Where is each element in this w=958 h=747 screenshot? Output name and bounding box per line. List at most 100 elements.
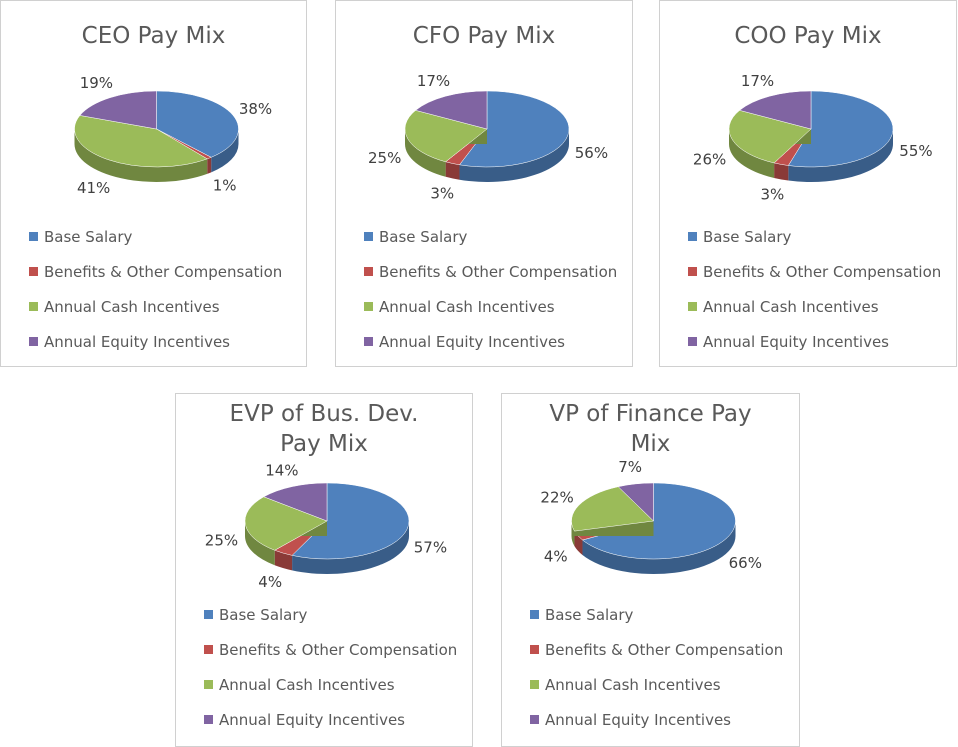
- legend-label: Benefits & Other Compensation: [379, 262, 618, 281]
- legend-item: Annual Cash Incentives: [688, 289, 941, 324]
- data-label: 55%: [899, 142, 932, 160]
- legend-label: Annual Cash Incentives: [379, 297, 555, 316]
- legend-swatch: [364, 267, 373, 276]
- pie-chart: 55% 3% 26% 17%: [693, 72, 933, 204]
- chart-title: CFO Pay Mix: [412, 23, 556, 49]
- pie-slice: [415, 90, 488, 130]
- slice-top: [459, 90, 570, 168]
- legend-label: Annual Equity Incentives: [44, 332, 230, 351]
- legend-swatch: [530, 645, 539, 654]
- legend-item: Base Salary: [364, 219, 617, 254]
- data-label: 7%: [618, 458, 642, 476]
- legend-swatch: [364, 337, 373, 346]
- legend-item: Annual Equity Incentives: [688, 324, 941, 359]
- data-label: 19%: [80, 74, 113, 92]
- legend-label: Annual Cash Incentives: [44, 297, 220, 316]
- legend-label: Annual Equity Incentives: [219, 710, 405, 729]
- legend-label: Base Salary: [219, 605, 308, 624]
- legend-swatch: [29, 337, 38, 346]
- legend-swatch: [204, 645, 213, 654]
- slice-top: [74, 115, 208, 168]
- pie-slice: [581, 482, 736, 574]
- legend-swatch: [530, 610, 539, 619]
- pie-chart: 56% 3% 25% 17%: [368, 72, 608, 202]
- data-label: 57%: [414, 538, 447, 556]
- slice-side: [574, 531, 583, 555]
- legend-label: Annual Cash Incentives: [219, 675, 395, 694]
- legend-swatch: [29, 267, 38, 276]
- pie-slice: [571, 486, 655, 547]
- legend-item: Benefits & Other Compensation: [688, 254, 941, 289]
- slice-top: [415, 90, 488, 130]
- legend-item: Annual Equity Incentives: [364, 324, 617, 359]
- pie-slice: [728, 110, 812, 178]
- slice-top: [291, 482, 410, 560]
- legend-label: Base Salary: [545, 605, 634, 624]
- legend-label: Benefits & Other Compensation: [219, 640, 458, 659]
- slice-top: [263, 482, 328, 522]
- legend-swatch: [364, 232, 373, 241]
- data-label: 1%: [213, 177, 237, 195]
- slice-side: [774, 162, 789, 181]
- data-label: 4%: [258, 573, 282, 591]
- slice-side: [274, 550, 293, 571]
- legend-label: Benefits & Other Compensation: [703, 262, 942, 281]
- legend-item: Base Salary: [688, 219, 941, 254]
- data-label: 3%: [760, 186, 784, 204]
- legend-swatch: [688, 337, 697, 346]
- slice-top: [156, 90, 239, 158]
- legend: Base Salary Benefits & Other Compensation…: [530, 597, 783, 737]
- slice-side: [445, 161, 460, 180]
- slice-top: [79, 90, 157, 130]
- slice-side: [207, 157, 212, 174]
- legend: Base Salary Benefits & Other Compensation…: [364, 219, 617, 359]
- data-label: 56%: [575, 144, 608, 162]
- legend-swatch: [688, 232, 697, 241]
- data-label: 25%: [368, 149, 401, 167]
- chart-panel: VP of Finance Pay Mix 66% 4% 22% 7% Base Sala…: [501, 393, 800, 747]
- legend-swatch: [204, 715, 213, 724]
- slice-top: [739, 90, 812, 130]
- data-label: 17%: [741, 72, 774, 90]
- legend-swatch: [204, 680, 213, 689]
- data-label: 66%: [729, 554, 762, 572]
- legend-item: Annual Equity Incentives: [530, 702, 783, 737]
- pie-slice: [156, 90, 239, 173]
- slice-top: [571, 486, 655, 532]
- chart-panel: EVP of Bus. Dev. Pay Mix 57% 4% 25% 14% Base …: [175, 393, 473, 747]
- legend-item: Annual Cash Incentives: [204, 667, 457, 702]
- legend-item: Benefits & Other Compensation: [204, 632, 457, 667]
- chart-title: EVP of Bus. Dev. Pay Mix: [229, 401, 419, 457]
- legend-label: Base Salary: [379, 227, 468, 246]
- legend-swatch: [688, 267, 697, 276]
- pie-slice: [79, 90, 157, 130]
- data-label: 14%: [265, 462, 298, 480]
- legend-swatch: [204, 610, 213, 619]
- slice-side: [211, 129, 239, 173]
- legend-item: Annual Equity Incentives: [204, 702, 457, 737]
- legend-item: Annual Equity Incentives: [29, 324, 282, 359]
- legend-item: Benefits & Other Compensation: [530, 632, 783, 667]
- chart-panel: COO Pay Mix 55% 3% 26% 17% Base Salary Benefit…: [659, 0, 957, 367]
- legend-item: Base Salary: [204, 597, 457, 632]
- pie-chart: 66% 4% 22% 7%: [540, 458, 762, 574]
- legend-swatch: [29, 302, 38, 311]
- data-label: 22%: [540, 489, 573, 507]
- slice-side: [582, 521, 736, 574]
- chart-panel: CEO Pay Mix 38% 1% 41% 19% Base Salary Benefit…: [0, 0, 307, 367]
- legend-item: Base Salary: [530, 597, 783, 632]
- legend-swatch: [688, 302, 697, 311]
- pie-slice: [404, 110, 488, 177]
- legend-swatch: [29, 232, 38, 241]
- slice-side: [788, 129, 893, 182]
- slice-side: [405, 129, 446, 177]
- slice-top: [787, 90, 894, 168]
- slice-side: [459, 129, 569, 182]
- legend: Base Salary Benefits & Other Compensation…: [204, 597, 457, 737]
- pie-slice: [739, 90, 812, 130]
- chart-title: VP of Finance Pay Mix: [549, 401, 752, 457]
- legend-swatch: [530, 680, 539, 689]
- data-label: 17%: [417, 72, 450, 90]
- slice-side: [74, 129, 208, 182]
